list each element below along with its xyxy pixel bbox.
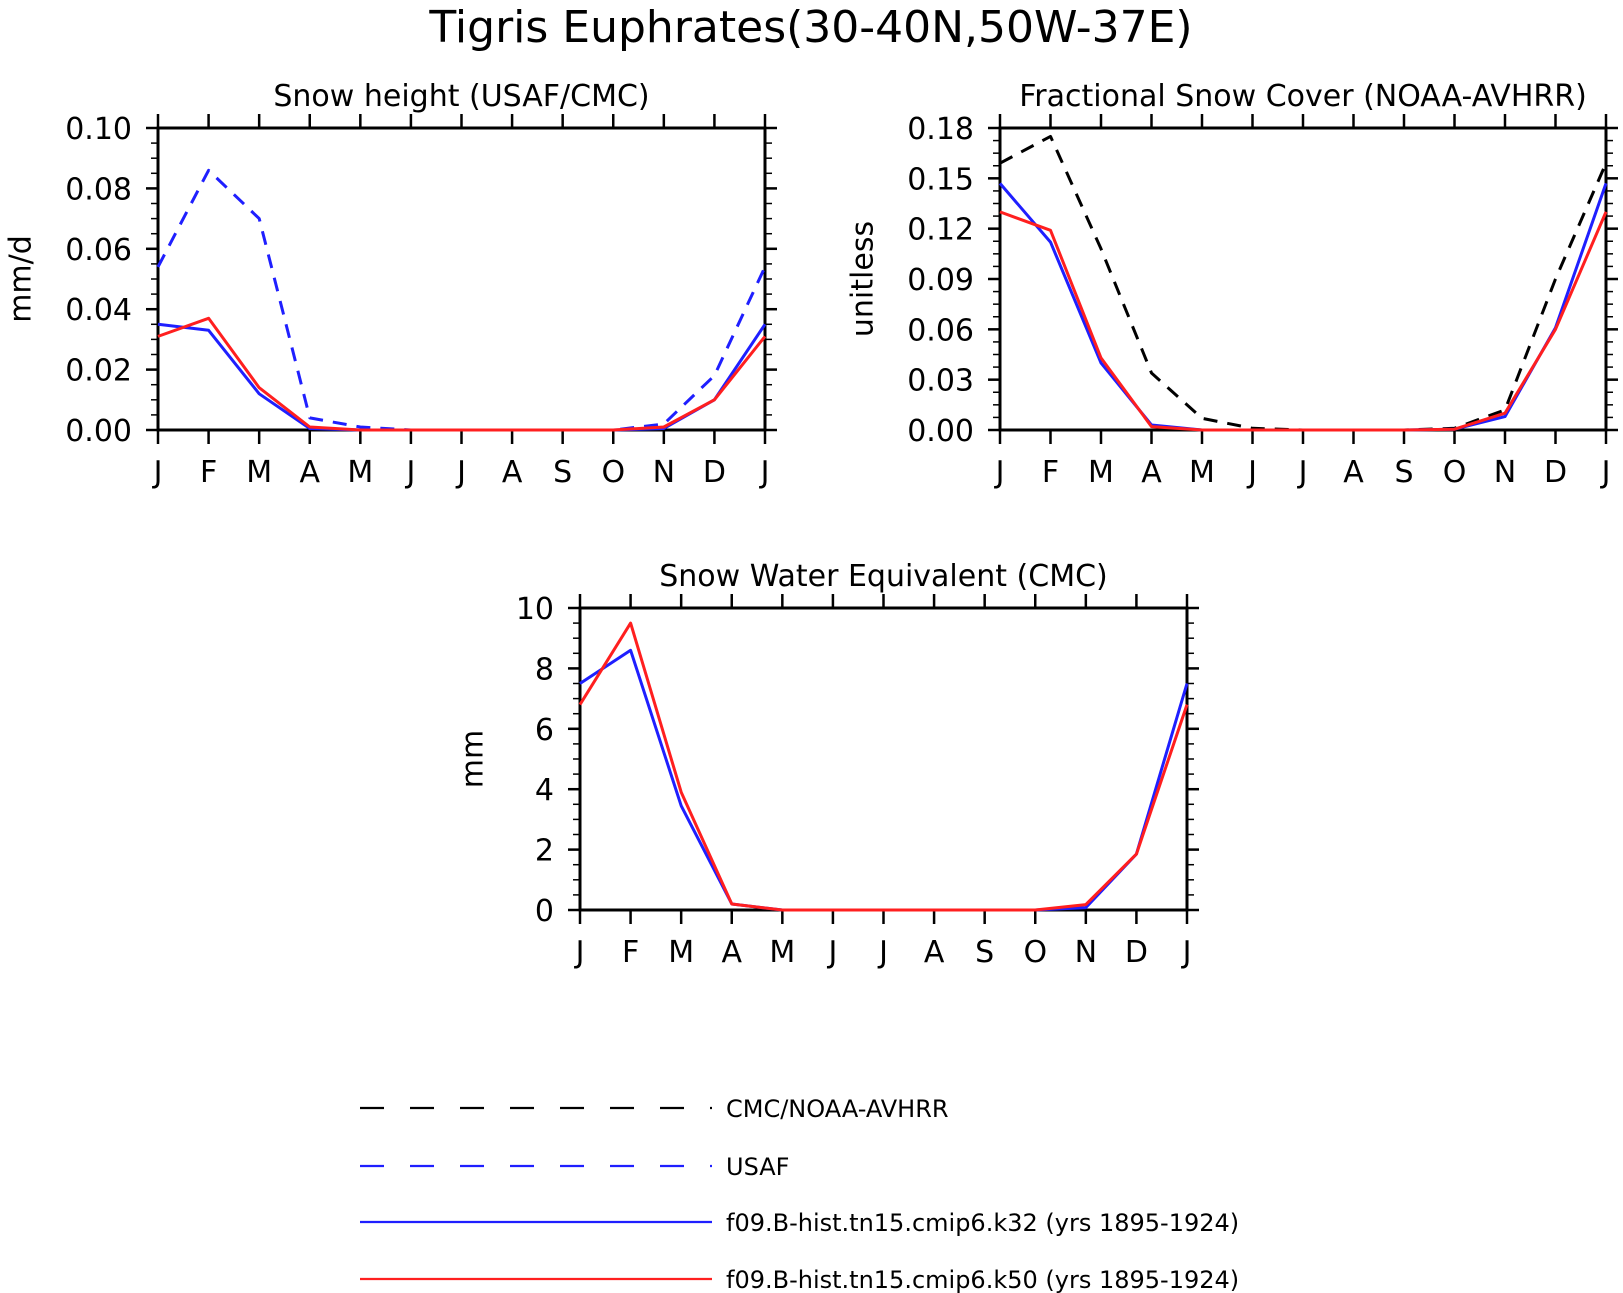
- x-tick-label: O: [601, 455, 625, 490]
- y-tick-label: 8: [535, 652, 554, 687]
- y-tick-label: 0.12: [907, 213, 974, 248]
- x-tick-label: A: [502, 455, 523, 490]
- series-line-k32: [998, 182, 1608, 432]
- x-tick-label: S: [553, 455, 572, 490]
- x-tick-label: D: [1544, 455, 1567, 490]
- x-tick-label: M: [668, 935, 694, 970]
- panel-fractional-snow-cover: Fractional Snow Cover (NOAA-AVHRR) unitle…: [846, 79, 1618, 490]
- y-tick-label: 0.04: [65, 293, 132, 328]
- x-tick-label: J: [1181, 935, 1192, 970]
- x-tick-label: F: [1042, 455, 1059, 490]
- panel-snow-height: Snow height (USAF/CMC) mm/d 0.00 0.02 0.04 0.…: [4, 79, 777, 490]
- panel-title: Fractional Snow Cover (NOAA-AVHRR): [1019, 79, 1587, 114]
- x-tick-label: J: [574, 935, 585, 970]
- x-tick-label: S: [1394, 455, 1413, 490]
- y-tick-label: 2: [535, 834, 554, 869]
- y-tick-label: 0.15: [907, 162, 974, 197]
- y-tick-label: 4: [535, 773, 554, 808]
- x-tick-label: J: [1246, 455, 1257, 490]
- x-tick-label: N: [653, 455, 675, 490]
- x-tick-label: O: [1023, 935, 1047, 970]
- legend-label-usaf: USAF: [726, 1153, 789, 1181]
- y-tick-label: 0.06: [65, 233, 132, 268]
- y-axis-label: mm/d: [4, 235, 39, 323]
- legend-label-obs: CMC/NOAA-AVHRR: [726, 1095, 949, 1123]
- series-line-k50: [999, 210, 1608, 432]
- x-tick-label: F: [622, 935, 639, 970]
- x-tick-label: J: [455, 455, 466, 490]
- panel-title: Snow Water Equivalent (CMC): [659, 559, 1107, 594]
- legend-label-k32: f09.B-hist.tn15.cmip6.k32 (yrs 1895-1924…: [726, 1209, 1239, 1237]
- y-axis-label: mm: [456, 730, 491, 788]
- y-tick-label: 0.09: [907, 263, 974, 298]
- x-tick-label: A: [924, 935, 945, 970]
- series-line-usaf: [156, 168, 767, 432]
- series-line-k50: [578, 621, 1189, 912]
- y-tick-label: 0.06: [907, 313, 974, 348]
- x-tick-label: S: [975, 935, 994, 970]
- y-tick-label: 0.00: [65, 414, 132, 449]
- x-tick-label: J: [1600, 455, 1611, 490]
- x-tick-label: J: [826, 935, 837, 970]
- x-tick-label: F: [200, 455, 217, 490]
- y-tick-label: 0.18: [907, 112, 974, 147]
- legend: CMC/NOAA-AVHRR USAF f09.B-hist.tn15.cmip6.…: [360, 1095, 1239, 1293]
- x-tick-label: M: [246, 455, 272, 490]
- x-tick-label: M: [769, 935, 795, 970]
- x-tick-label: J: [994, 455, 1005, 490]
- x-tick-label: A: [299, 455, 320, 490]
- x-tick-label: J: [877, 935, 888, 970]
- x-tick-label: A: [721, 935, 742, 970]
- y-tick-label: 0.10: [65, 112, 132, 147]
- x-tick-label: M: [1088, 455, 1114, 490]
- series-line-k32: [579, 648, 1189, 912]
- plot-frame: [998, 126, 1608, 432]
- y-tick-label: 6: [535, 713, 554, 748]
- x-tick-label: J: [759, 455, 770, 490]
- y-tick-label: 0.08: [65, 172, 132, 207]
- x-tick-label: M: [347, 455, 373, 490]
- x-tick-label: M: [1189, 455, 1215, 490]
- x-tick-label: N: [1494, 455, 1516, 490]
- x-tick-label: A: [1141, 455, 1162, 490]
- x-tick-label: J: [404, 455, 415, 490]
- x-tick-label: D: [1125, 935, 1148, 970]
- y-tick-label: 0: [535, 894, 554, 929]
- y-axis-label: unitless: [846, 221, 881, 337]
- x-tick-label: D: [703, 455, 726, 490]
- y-tick-label: 0.02: [65, 354, 132, 389]
- panel-title: Snow height (USAF/CMC): [273, 79, 649, 114]
- y-tick-label: 10: [516, 592, 554, 627]
- x-tick-label: O: [1443, 455, 1467, 490]
- legend-label-k50: f09.B-hist.tn15.cmip6.k50 (yrs 1895-1924…: [726, 1266, 1239, 1293]
- x-tick-label: A: [1343, 455, 1364, 490]
- x-tick-label: N: [1075, 935, 1097, 970]
- series-line-obs: [999, 134, 1608, 432]
- y-tick-label: 0.00: [907, 414, 974, 449]
- plot-frame: [156, 126, 767, 432]
- x-tick-label: J: [152, 455, 163, 490]
- y-tick-label: 0.03: [907, 364, 974, 399]
- x-tick-label: J: [1297, 455, 1308, 490]
- figure-title: Tigris Euphrates(30-40N,50W-37E): [428, 2, 1192, 53]
